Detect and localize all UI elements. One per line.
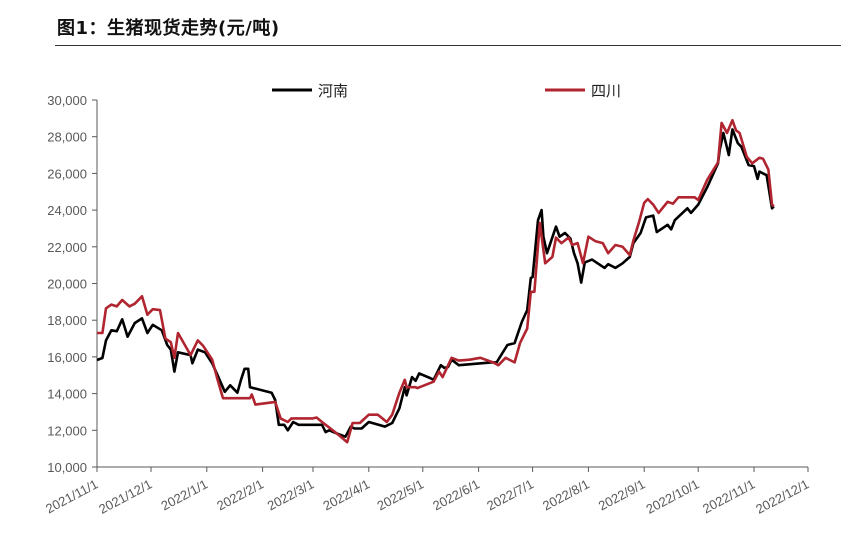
y-tick-label: 22,000 <box>47 240 87 255</box>
x-tick-label: 2021/11/1 <box>43 476 100 516</box>
y-tick-label: 28,000 <box>47 130 87 145</box>
x-tick-label: 2022/11/1 <box>700 476 757 516</box>
x-tick-label: 2022/5/1 <box>374 476 426 513</box>
y-tick-label: 14,000 <box>47 387 87 402</box>
x-tick-label: 2022/3/1 <box>265 476 317 513</box>
x-tick-label: 2021/12/1 <box>96 476 154 516</box>
x-tick-label: 2022/1/1 <box>158 476 210 513</box>
x-tick-label: 2022/9/1 <box>596 476 648 513</box>
x-tick-label: 2022/2/1 <box>214 476 266 513</box>
x-tick-label: 2022/4/1 <box>320 476 372 513</box>
y-tick-label: 10,000 <box>47 460 87 475</box>
x-tick-label: 2022/6/1 <box>430 476 482 513</box>
title-divider <box>55 45 841 46</box>
x-tick-label: 2022/10/1 <box>643 476 701 516</box>
y-tick-label: 26,000 <box>47 166 87 181</box>
x-tick-label: 2022/8/1 <box>540 476 592 513</box>
series-line-2 <box>97 118 775 444</box>
legend-label: 四川 <box>591 82 621 100</box>
y-tick-label: 16,000 <box>47 350 87 365</box>
chart-title: 图1：生猪现货走势(元/吨) <box>57 18 280 39</box>
legend-label: 河南 <box>318 82 348 100</box>
x-tick-label: 2022/12/1 <box>753 476 811 516</box>
series-line-1 <box>96 128 775 439</box>
y-tick-label: 30,000 <box>47 93 87 108</box>
x-tick-label: 2022/7/1 <box>484 476 536 513</box>
y-tick-label: 12,000 <box>47 423 87 438</box>
y-tick-label: 24,000 <box>47 203 87 218</box>
y-tick-label: 18,000 <box>47 313 87 328</box>
y-tick-label: 20,000 <box>47 277 87 292</box>
